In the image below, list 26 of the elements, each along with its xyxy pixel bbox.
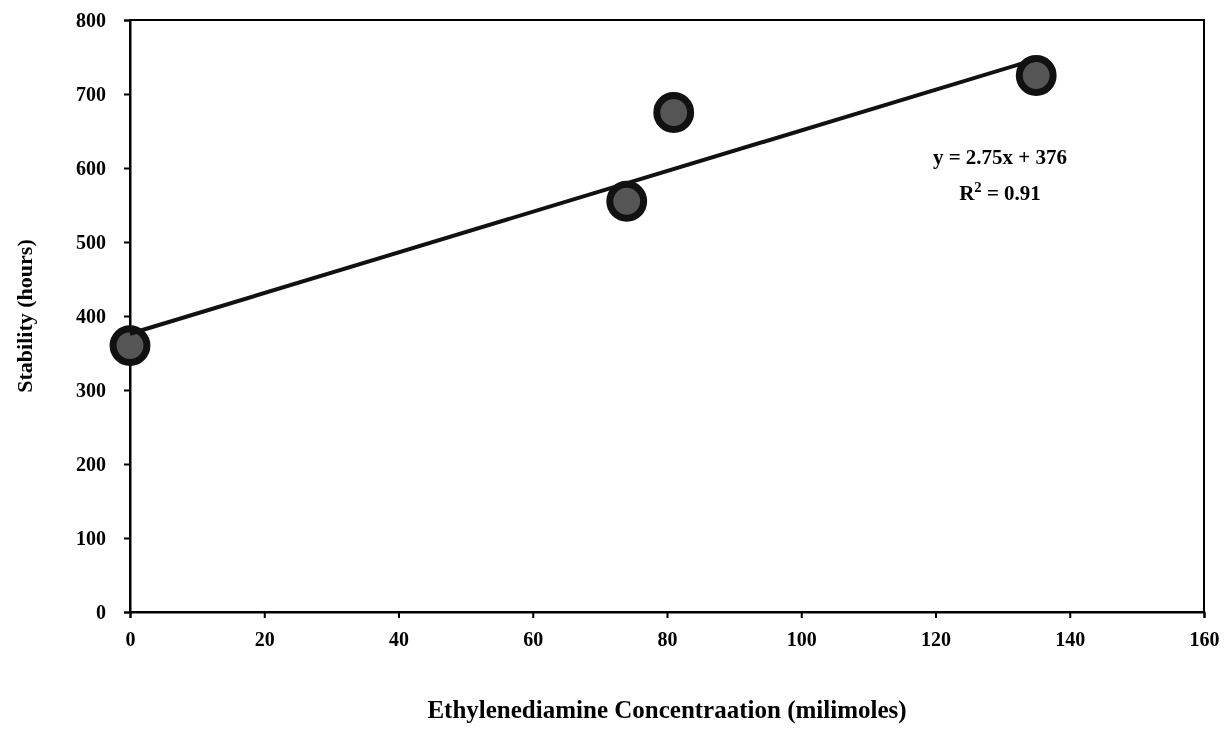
y-tick-label: 300 xyxy=(76,378,106,401)
x-tick-label: 80 xyxy=(657,628,678,651)
x-tick-label: 0 xyxy=(125,628,136,651)
x-tick-label: 60 xyxy=(523,628,544,651)
point xyxy=(606,180,648,222)
y-tick-label: 500 xyxy=(76,230,106,253)
y-tick-label: 700 xyxy=(76,82,106,105)
point xyxy=(653,92,695,133)
annotation: R$^{2}$ = 0.91 xyxy=(959,179,1041,205)
y-tick-label: 400 xyxy=(76,304,106,327)
y-tick-label: 800 xyxy=(76,8,106,31)
annotation: y = 2.75x + 376 xyxy=(932,145,1068,169)
x-tick-label: 100 xyxy=(786,628,817,651)
point xyxy=(1015,55,1057,96)
y-tick-label: 600 xyxy=(76,156,106,179)
point xyxy=(109,325,151,366)
y-tick-label: 200 xyxy=(76,452,106,475)
x-tick-label: 160 xyxy=(1189,628,1220,651)
x-tick-label: 40 xyxy=(389,628,409,651)
x-tick-label: 120 xyxy=(921,628,951,651)
y-axis-title: Stability (hours) xyxy=(12,239,37,393)
y-tick-label: 100 xyxy=(76,526,106,549)
x-tick-label: 140 xyxy=(1055,628,1086,651)
x-axis-title: Ethylenediamine Concentraation (milimoles) xyxy=(427,696,907,724)
x-tick-label: 20 xyxy=(254,628,275,651)
y-tick-label: 0 xyxy=(96,600,106,623)
